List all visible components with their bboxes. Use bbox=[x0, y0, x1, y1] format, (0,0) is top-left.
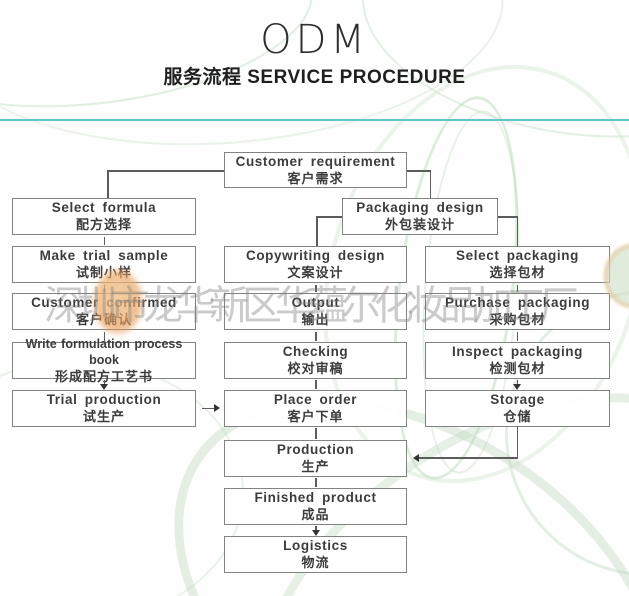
arrowhead-down-icon bbox=[513, 384, 521, 390]
node-label-zh: 成品 bbox=[301, 507, 330, 522]
header: ODM 服务流程 SERVICE PROCEDURE bbox=[0, 0, 629, 89]
node-label-en: Finished product bbox=[254, 490, 377, 505]
node-label-zh: 客户需求 bbox=[287, 170, 344, 186]
node-label-en: Packaging design bbox=[356, 200, 484, 215]
node-label-zh: 校对审稿 bbox=[287, 361, 344, 376]
connector-purchasepackaging-to-inspectpackaging bbox=[516, 332, 518, 341]
connector-maketrialsample-to-customerconfirmed bbox=[103, 285, 105, 292]
node-label-zh: 客户确认 bbox=[75, 312, 132, 327]
page-title: ODM bbox=[260, 17, 369, 63]
connector-packaging-to-copywriting bbox=[316, 216, 342, 218]
node-label-en: Select packaging bbox=[456, 248, 579, 263]
node-label-zh: 文案设计 bbox=[287, 265, 344, 280]
node-production: Production 生产 bbox=[224, 440, 407, 477]
connector-checking-to-placeorder bbox=[315, 380, 317, 389]
node-packaging-design: Packaging design 外包装设计 bbox=[342, 198, 498, 235]
node-label-zh: 试生产 bbox=[82, 409, 125, 424]
node-label-zh: 外包装设计 bbox=[384, 217, 455, 232]
node-label-en: Customer requirement bbox=[235, 153, 396, 169]
node-label-en: Copywriting design bbox=[245, 248, 386, 263]
node-label-en: Production bbox=[276, 442, 355, 457]
node-label-zh: 选择包材 bbox=[489, 265, 546, 280]
node-trial-production: Trial production 试生产 bbox=[12, 390, 196, 427]
connector-finishedproduct-to-logistics bbox=[315, 526, 317, 532]
teal-divider-line bbox=[0, 119, 629, 121]
node-customer-requirement: Customer requirement 客户需求 bbox=[224, 152, 407, 188]
node-label-en: Write formulation process book bbox=[25, 337, 183, 367]
node-label-en: Inspect packaging bbox=[452, 344, 583, 359]
node-label-en: Make trial sample bbox=[39, 248, 169, 263]
connector-selectpackaging-to-purchasepackaging bbox=[516, 285, 518, 292]
node-label-zh: 试制小样 bbox=[75, 265, 132, 280]
node-label-zh: 客户下单 bbox=[287, 409, 344, 424]
connector-production-to-finishedproduct bbox=[315, 478, 317, 487]
node-select-packaging: Select packaging 选择包材 bbox=[425, 246, 610, 283]
connector-packaging-to-selectpackaging bbox=[516, 216, 518, 246]
node-output: Output 输出 bbox=[224, 293, 407, 330]
arrowhead-left-icon bbox=[413, 454, 419, 462]
node-label-en: Place order bbox=[273, 392, 358, 407]
node-label-zh: 仓储 bbox=[503, 409, 532, 424]
node-label-en: Storage bbox=[490, 392, 545, 407]
node-label-zh: 生产 bbox=[301, 459, 330, 474]
connector-placeorder-to-production bbox=[315, 428, 317, 439]
connector-inspectpackaging-to-storage bbox=[516, 380, 518, 386]
connector-storage-to-production bbox=[516, 427, 518, 458]
connector-custreq-to-selectformula bbox=[107, 170, 109, 198]
connector-customerconfirmed-to-writeformulation bbox=[103, 332, 105, 341]
node-customer-confirmed: Customer confirmed 客户确认 bbox=[12, 293, 196, 330]
connector-custreq-to-selectformula bbox=[107, 170, 224, 172]
connector-copywriting-to-output bbox=[315, 285, 317, 292]
node-logistics: Logistics 物流 bbox=[224, 536, 407, 573]
connector-custreq-to-packagingdesign bbox=[407, 170, 431, 172]
node-select-formula: Select formula 配方选择 bbox=[12, 198, 196, 235]
node-purchase-packaging: Purchase packaging 采购包材 bbox=[425, 293, 610, 330]
connector-selectformula-to-maketrialsample bbox=[103, 237, 105, 245]
arrowhead-right-icon bbox=[214, 404, 220, 412]
connector-packaging-to-selectpackaging bbox=[498, 216, 518, 218]
node-label-zh: 配方选择 bbox=[75, 217, 132, 232]
node-place-order: Place order 客户下单 bbox=[224, 390, 407, 427]
node-label-zh: 输出 bbox=[301, 312, 330, 327]
node-label-en: Output bbox=[291, 295, 340, 310]
node-make-trial-sample: Make trial sample 试制小样 bbox=[12, 246, 196, 283]
page-subtitle: 服务流程 SERVICE PROCEDURE bbox=[163, 67, 466, 88]
node-label-zh: 检测包材 bbox=[489, 361, 546, 376]
node-label-en: Logistics bbox=[283, 538, 348, 553]
node-label-en: Select formula bbox=[51, 200, 157, 215]
connector-packaging-to-copywriting bbox=[316, 216, 318, 246]
node-finished-product: Finished product 成品 bbox=[224, 488, 407, 525]
connector-output-to-checking bbox=[315, 332, 317, 341]
arrowhead-down-icon bbox=[100, 384, 108, 390]
node-write-formulation-process-book: Write formulation process book 形成配方工艺书 bbox=[12, 337, 196, 384]
node-label-en: Trial production bbox=[46, 392, 162, 407]
connector-trialproduction-to-placeorder bbox=[202, 407, 215, 409]
node-inspect-packaging: Inspect packaging 检测包材 bbox=[425, 342, 610, 379]
connector-custreq-to-packagingdesign bbox=[429, 170, 431, 198]
node-label-en: Purchase packaging bbox=[444, 295, 591, 310]
node-label-en: Checking bbox=[282, 344, 349, 359]
node-label-zh: 采购包材 bbox=[489, 312, 546, 327]
node-copywriting-design: Copywriting design 文案设计 bbox=[224, 246, 407, 283]
node-checking: Checking 校对审稿 bbox=[224, 342, 407, 379]
node-label-en: Customer confirmed bbox=[31, 295, 177, 310]
connector-storage-to-production bbox=[419, 457, 518, 459]
node-label-zh: 形成配方工艺书 bbox=[54, 369, 153, 384]
node-storage: Storage 仓储 bbox=[425, 390, 610, 427]
connector-writeformulation-to-trialproduction bbox=[103, 380, 105, 387]
node-label-zh: 物流 bbox=[301, 555, 330, 570]
arrowhead-down-icon bbox=[311, 530, 320, 536]
